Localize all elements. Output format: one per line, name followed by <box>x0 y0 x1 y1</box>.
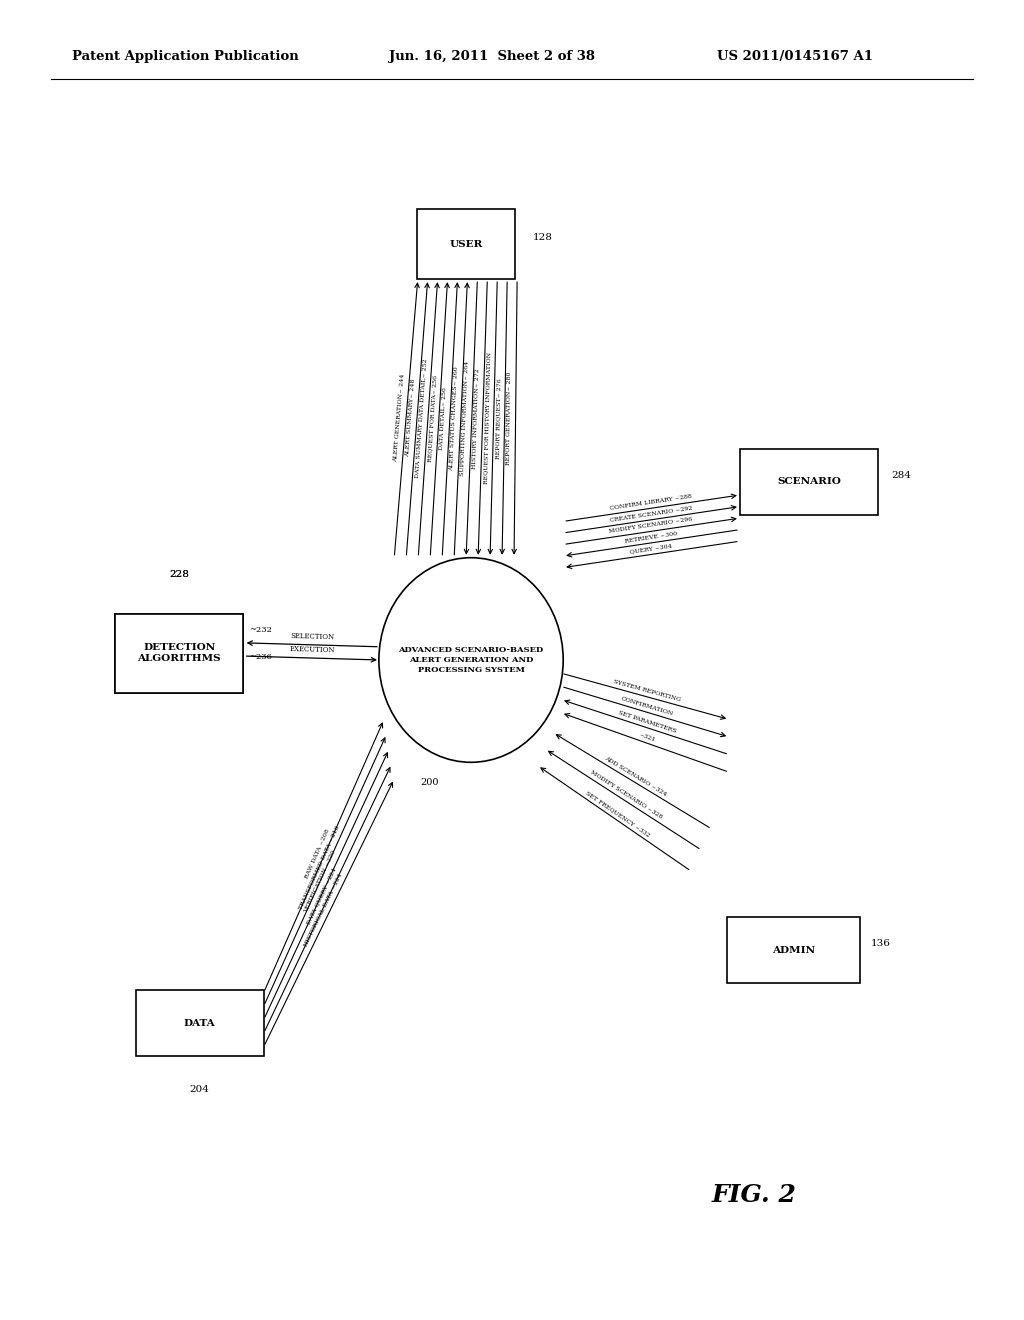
Text: SCENARIO: SCENARIO <box>777 478 841 486</box>
Text: SET FREQUENCY ~332: SET FREQUENCY ~332 <box>585 789 650 838</box>
Text: ALERT GENERATION~ 244: ALERT GENERATION~ 244 <box>393 374 406 462</box>
Text: HISTORY INFORMATION~ 272: HISTORY INFORMATION~ 272 <box>472 368 480 469</box>
Text: REPORT GENERATION~ 280: REPORT GENERATION~ 280 <box>506 372 512 465</box>
Text: 136: 136 <box>870 940 890 948</box>
Text: DATA DETAIL~ 256: DATA DETAIL~ 256 <box>439 387 447 450</box>
Text: RETRIEVE ~300: RETRIEVE ~300 <box>624 531 677 544</box>
Text: EXECUTION: EXECUTION <box>289 645 335 655</box>
Text: REQUEST FOR DATA~ 256: REQUEST FOR DATA~ 256 <box>427 375 437 462</box>
Text: Patent Application Publication: Patent Application Publication <box>72 50 298 63</box>
Text: ADD SCENARIO ~324: ADD SCENARIO ~324 <box>603 755 667 797</box>
Text: ~232: ~232 <box>249 626 271 635</box>
Text: ALERT SUMMARY~ 248: ALERT SUMMARY~ 248 <box>404 379 416 457</box>
FancyBboxPatch shape <box>739 449 879 515</box>
Text: DATA: DATA <box>184 1019 215 1027</box>
Text: ADMIN: ADMIN <box>772 946 815 954</box>
FancyBboxPatch shape <box>418 209 515 280</box>
Text: FIG. 2: FIG. 2 <box>712 1183 797 1206</box>
Text: Jun. 16, 2011  Sheet 2 of 38: Jun. 16, 2011 Sheet 2 of 38 <box>389 50 595 63</box>
FancyBboxPatch shape <box>115 614 244 693</box>
Text: SELECTION: SELECTION <box>290 632 334 642</box>
Text: QUERY ~304: QUERY ~304 <box>629 544 672 554</box>
Text: VERIFICATION ~220: VERIFICATION ~220 <box>304 850 337 913</box>
Text: 200: 200 <box>421 777 439 787</box>
Text: US 2011/0145167 A1: US 2011/0145167 A1 <box>717 50 872 63</box>
Text: ALERT STATUS CHANGES~ 260: ALERT STATUS CHANGES~ 260 <box>450 366 459 470</box>
Text: MODIFY SCENARIO ~328: MODIFY SCENARIO ~328 <box>590 770 664 820</box>
Text: TRANSFORMED DATA ~216: TRANSFORMED DATA ~216 <box>298 825 340 911</box>
Text: REQUEST FOR HISTORY INFORMATION: REQUEST FOR HISTORY INFORMATION <box>483 352 492 484</box>
Text: REPORT REQUEST~ 276: REPORT REQUEST~ 276 <box>495 378 502 458</box>
Ellipse shape <box>379 557 563 762</box>
FancyBboxPatch shape <box>115 614 244 693</box>
Text: CONFIRM LIBRARY ~288: CONFIRM LIBRARY ~288 <box>609 494 692 511</box>
Text: DETECTION: DETECTION <box>143 649 215 657</box>
Text: ~321: ~321 <box>638 733 656 742</box>
Text: SET PARAMETERS: SET PARAMETERS <box>617 710 677 734</box>
Text: DETECTION
ALGORITHMS: DETECTION ALGORITHMS <box>137 643 221 664</box>
Text: 228: 228 <box>169 570 188 578</box>
Text: MODIFY SCENARIO ~296: MODIFY SCENARIO ~296 <box>608 517 692 535</box>
Text: DATA QUERY ~224: DATA QUERY ~224 <box>306 867 337 925</box>
FancyBboxPatch shape <box>727 917 860 983</box>
Text: SYSTEM REPORTING: SYSTEM REPORTING <box>612 680 681 702</box>
Text: DATA SUMMARY DATA DETAIL~ 252: DATA SUMMARY DATA DETAIL~ 252 <box>415 358 428 478</box>
FancyBboxPatch shape <box>135 990 264 1056</box>
Text: CREATE SCENARIO ~292: CREATE SCENARIO ~292 <box>609 506 692 523</box>
Text: RAW DATA ~208: RAW DATA ~208 <box>305 828 331 879</box>
Text: 284: 284 <box>891 471 910 479</box>
Text: 128: 128 <box>532 234 552 242</box>
Text: CONFIRMATION: CONFIRMATION <box>621 696 674 717</box>
Text: HISTORICAL DATA ~224: HISTORICAL DATA ~224 <box>303 873 343 948</box>
Text: 204: 204 <box>189 1085 209 1093</box>
Text: ~236: ~236 <box>249 652 271 661</box>
Text: SUPPORTING INFORMATION~ 264: SUPPORTING INFORMATION~ 264 <box>461 360 470 475</box>
Text: USER: USER <box>450 240 482 248</box>
Text: 228: 228 <box>169 570 188 578</box>
Text: ADVANCED SCENARIO-BASED
ALERT GENERATION AND
PROCESSING SYSTEM: ADVANCED SCENARIO-BASED ALERT GENERATION… <box>398 647 544 673</box>
